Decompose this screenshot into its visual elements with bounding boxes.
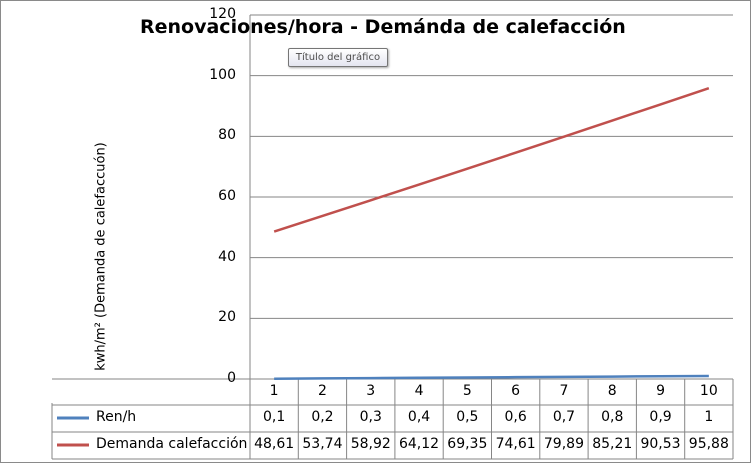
y-tick-label: 120 <box>209 6 236 22</box>
table-cell: 95,88 <box>688 436 729 452</box>
x-tick-label: 6 <box>511 383 521 399</box>
x-tick-label: 4 <box>414 383 424 399</box>
chart-title: Renovaciones/hora - Demánda de calefacci… <box>140 16 626 38</box>
table-cell: 0,6 <box>504 409 527 425</box>
legend-label: Demanda calefacción <box>96 436 248 452</box>
y-tick-label: 100 <box>209 66 236 83</box>
table-cell: 85,21 <box>592 436 633 452</box>
x-tick-label: 1 <box>269 383 279 399</box>
x-tick-label: 9 <box>656 383 665 399</box>
series-line-1 <box>274 374 709 380</box>
legend-label: Ren/h <box>96 409 137 425</box>
y-tick-label: 20 <box>218 309 236 326</box>
table-cell: 0,9 <box>649 409 672 425</box>
table-cell: 69,35 <box>447 436 488 452</box>
x-tick-label: 3 <box>366 383 376 399</box>
series-line-2 <box>273 86 710 233</box>
table-cell: 64,12 <box>398 436 440 452</box>
table-cell: 0,2 <box>311 409 334 425</box>
table-cell: 74,61 <box>495 436 536 452</box>
x-tick-label: 10 <box>699 383 718 399</box>
table-cell: 0,1 <box>263 409 286 425</box>
y-tick-label: 40 <box>218 248 236 265</box>
y-tick-label: 0 <box>227 370 236 386</box>
table-cell: 79,89 <box>543 436 584 452</box>
y-axis-label: kwh/m² (Demanda de calefaccuón) <box>93 142 109 371</box>
x-tick-label: 5 <box>462 383 472 399</box>
x-tick-label: 7 <box>559 383 569 399</box>
table-cell: 53,74 <box>302 436 343 452</box>
table-cell: 0,4 <box>407 409 431 425</box>
y-tick-label: 80 <box>218 127 236 144</box>
table-cell: 48,61 <box>254 436 295 452</box>
table-cell: 0,5 <box>456 409 479 425</box>
x-tick-label: 8 <box>607 383 617 399</box>
table-cell: 58,92 <box>350 436 391 452</box>
chart-title-tooltip: Título del gráfico <box>288 48 388 67</box>
y-tick-label: 60 <box>218 188 236 204</box>
table-cell: 0,8 <box>601 409 624 425</box>
table-cell: 0,3 <box>359 409 382 425</box>
x-tick-label: 2 <box>317 383 327 399</box>
table-cell: 1 <box>704 409 714 425</box>
table-cell: 0,7 <box>552 409 576 425</box>
table-cell: 90,53 <box>640 436 681 452</box>
